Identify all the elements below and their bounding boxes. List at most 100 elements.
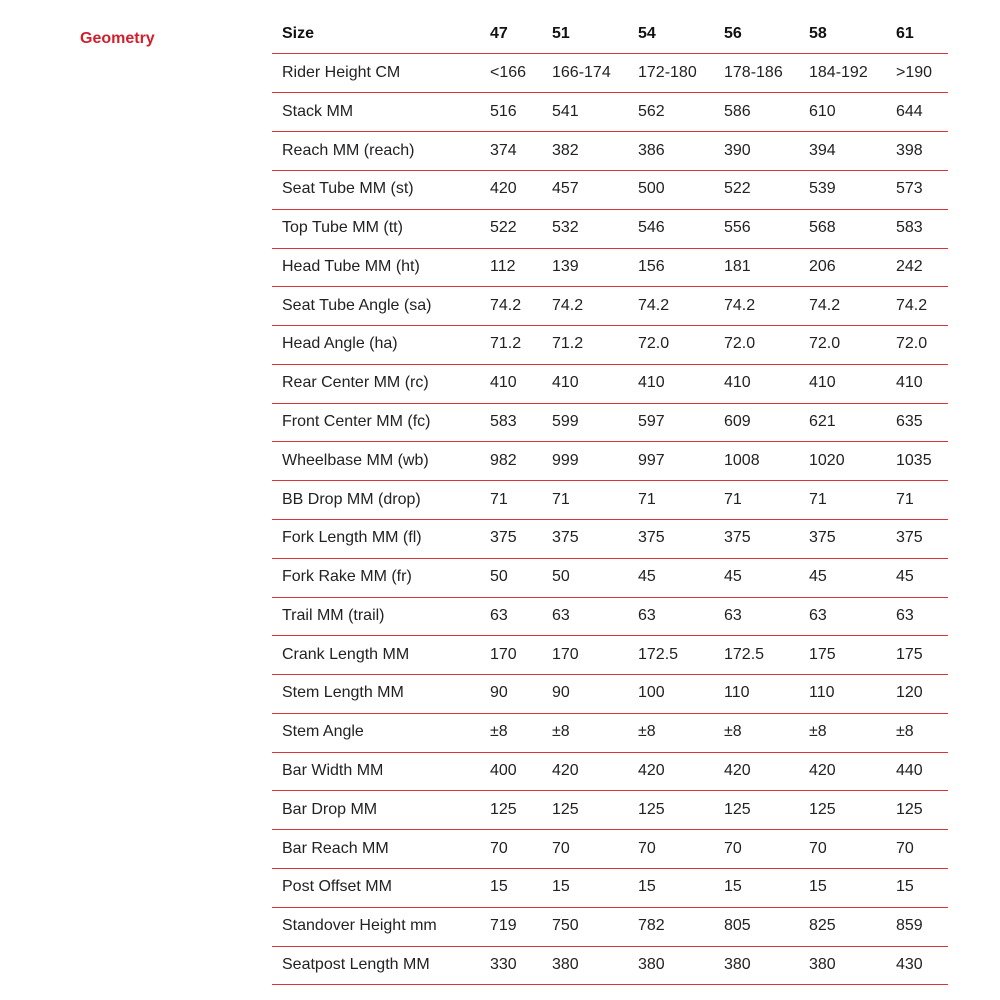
cell-value: 125 (490, 800, 517, 818)
cell-value: 74.2 (638, 296, 670, 314)
cell-value: 375 (724, 529, 751, 547)
cell-value: 750 (552, 917, 579, 935)
row-divider (272, 946, 948, 947)
cell-value: 15 (809, 878, 827, 896)
row-label: Bar Width MM (282, 762, 384, 780)
cell-value: 70 (724, 839, 742, 857)
row-label: Bar Drop MM (282, 800, 378, 818)
cell-value: 382 (552, 141, 579, 159)
cell-value: 562 (638, 102, 665, 120)
cell-value: 568 (809, 219, 836, 237)
row-divider (272, 131, 948, 132)
row-label: Crank Length MM (282, 645, 410, 663)
cell-value: 375 (638, 529, 665, 547)
cell-value: 70 (638, 839, 656, 857)
cell-value: 1035 (896, 451, 932, 469)
row-divider (272, 248, 948, 249)
row-divider (272, 868, 948, 869)
cell-value: >190 (896, 64, 933, 81)
row-label: Rider Height CM (282, 64, 401, 81)
row-label: Wheelbase MM (wb) (282, 451, 429, 469)
row-divider (272, 53, 948, 54)
cell-value: 420 (490, 180, 517, 198)
cell-value: 71 (896, 490, 914, 508)
cell-value: 982 (490, 451, 517, 469)
cell-value: 175 (896, 645, 923, 663)
cell-value: 410 (552, 374, 579, 392)
row-label: Post Offset MM (282, 878, 392, 896)
cell-value: 175 (809, 645, 836, 663)
cell-value: 546 (638, 219, 665, 237)
row-label: Top Tube MM (tt) (282, 219, 403, 237)
row-divider (272, 209, 948, 210)
cell-value: 63 (896, 606, 914, 624)
row-divider (272, 519, 948, 520)
row-divider (272, 635, 948, 636)
row-divider (272, 558, 948, 559)
cell-value: 532 (552, 219, 579, 237)
cell-value: 74.2 (724, 296, 756, 314)
cell-value: 71.2 (552, 335, 584, 353)
cell-value: 74.2 (552, 296, 584, 314)
cell-value: 178-186 (724, 64, 783, 81)
row-label: Reach MM (reach) (282, 141, 415, 159)
cell-value: 394 (809, 141, 836, 159)
cell-value: 139 (552, 257, 579, 275)
cell-value: 609 (724, 413, 751, 431)
row-label: BB Drop MM (drop) (282, 490, 421, 508)
cell-value: 63 (638, 606, 656, 624)
cell-value: 410 (490, 374, 517, 392)
cell-value: 999 (552, 451, 579, 469)
cell-value: ±8 (724, 723, 742, 741)
cell-value: 110 (724, 684, 750, 702)
row-label: Bar Reach MM (282, 839, 389, 857)
row-divider (272, 170, 948, 171)
row-label: Standover Height mm (282, 917, 437, 935)
header-cell: 58 (809, 25, 827, 42)
row-divider (272, 829, 948, 830)
row-divider (272, 597, 948, 598)
cell-value: 635 (896, 413, 923, 431)
cell-value: 420 (552, 762, 579, 780)
cell-value: 71 (552, 490, 570, 508)
cell-value: 206 (809, 257, 836, 275)
cell-value: 15 (490, 878, 508, 896)
cell-value: 71 (490, 490, 508, 508)
cell-value: 170 (490, 645, 517, 663)
cell-value: 410 (896, 374, 923, 392)
cell-value: 380 (809, 955, 836, 973)
cell-value: 380 (724, 955, 751, 973)
cell-value: 184-192 (809, 64, 868, 81)
cell-value: 181 (724, 257, 751, 275)
cell-value: 110 (809, 684, 835, 702)
cell-value: 90 (490, 684, 508, 702)
cell-value: 63 (809, 606, 827, 624)
cell-value: 825 (809, 917, 836, 935)
cell-value: 1020 (809, 451, 845, 469)
cell-value: 45 (638, 568, 656, 586)
cell-value: 782 (638, 917, 665, 935)
cell-value: ±8 (638, 723, 656, 741)
row-label: Stem Length MM (282, 684, 404, 702)
header-cell: Size (282, 25, 315, 42)
cell-value: 586 (724, 102, 751, 120)
cell-value: 72.0 (809, 335, 841, 353)
cell-value: 599 (552, 413, 579, 431)
row-divider (272, 790, 948, 791)
cell-value: 644 (896, 102, 923, 120)
cell-value: 410 (638, 374, 665, 392)
row-label: Stem Angle (282, 723, 364, 741)
row-divider (272, 92, 948, 93)
row-label: Rear Center MM (rc) (282, 374, 429, 392)
cell-value: 45 (724, 568, 742, 586)
row-divider (272, 907, 948, 908)
cell-value: 71 (809, 490, 827, 508)
cell-value: 70 (490, 839, 508, 857)
row-label: Fork Rake MM (fr) (282, 568, 412, 586)
cell-value: 74.2 (896, 296, 928, 314)
cell-value: 72.0 (724, 335, 756, 353)
cell-value: 719 (490, 917, 517, 935)
header-cell: 56 (724, 25, 742, 42)
cell-value: 516 (490, 102, 517, 120)
row-label: Head Tube MM (ht) (282, 257, 420, 275)
